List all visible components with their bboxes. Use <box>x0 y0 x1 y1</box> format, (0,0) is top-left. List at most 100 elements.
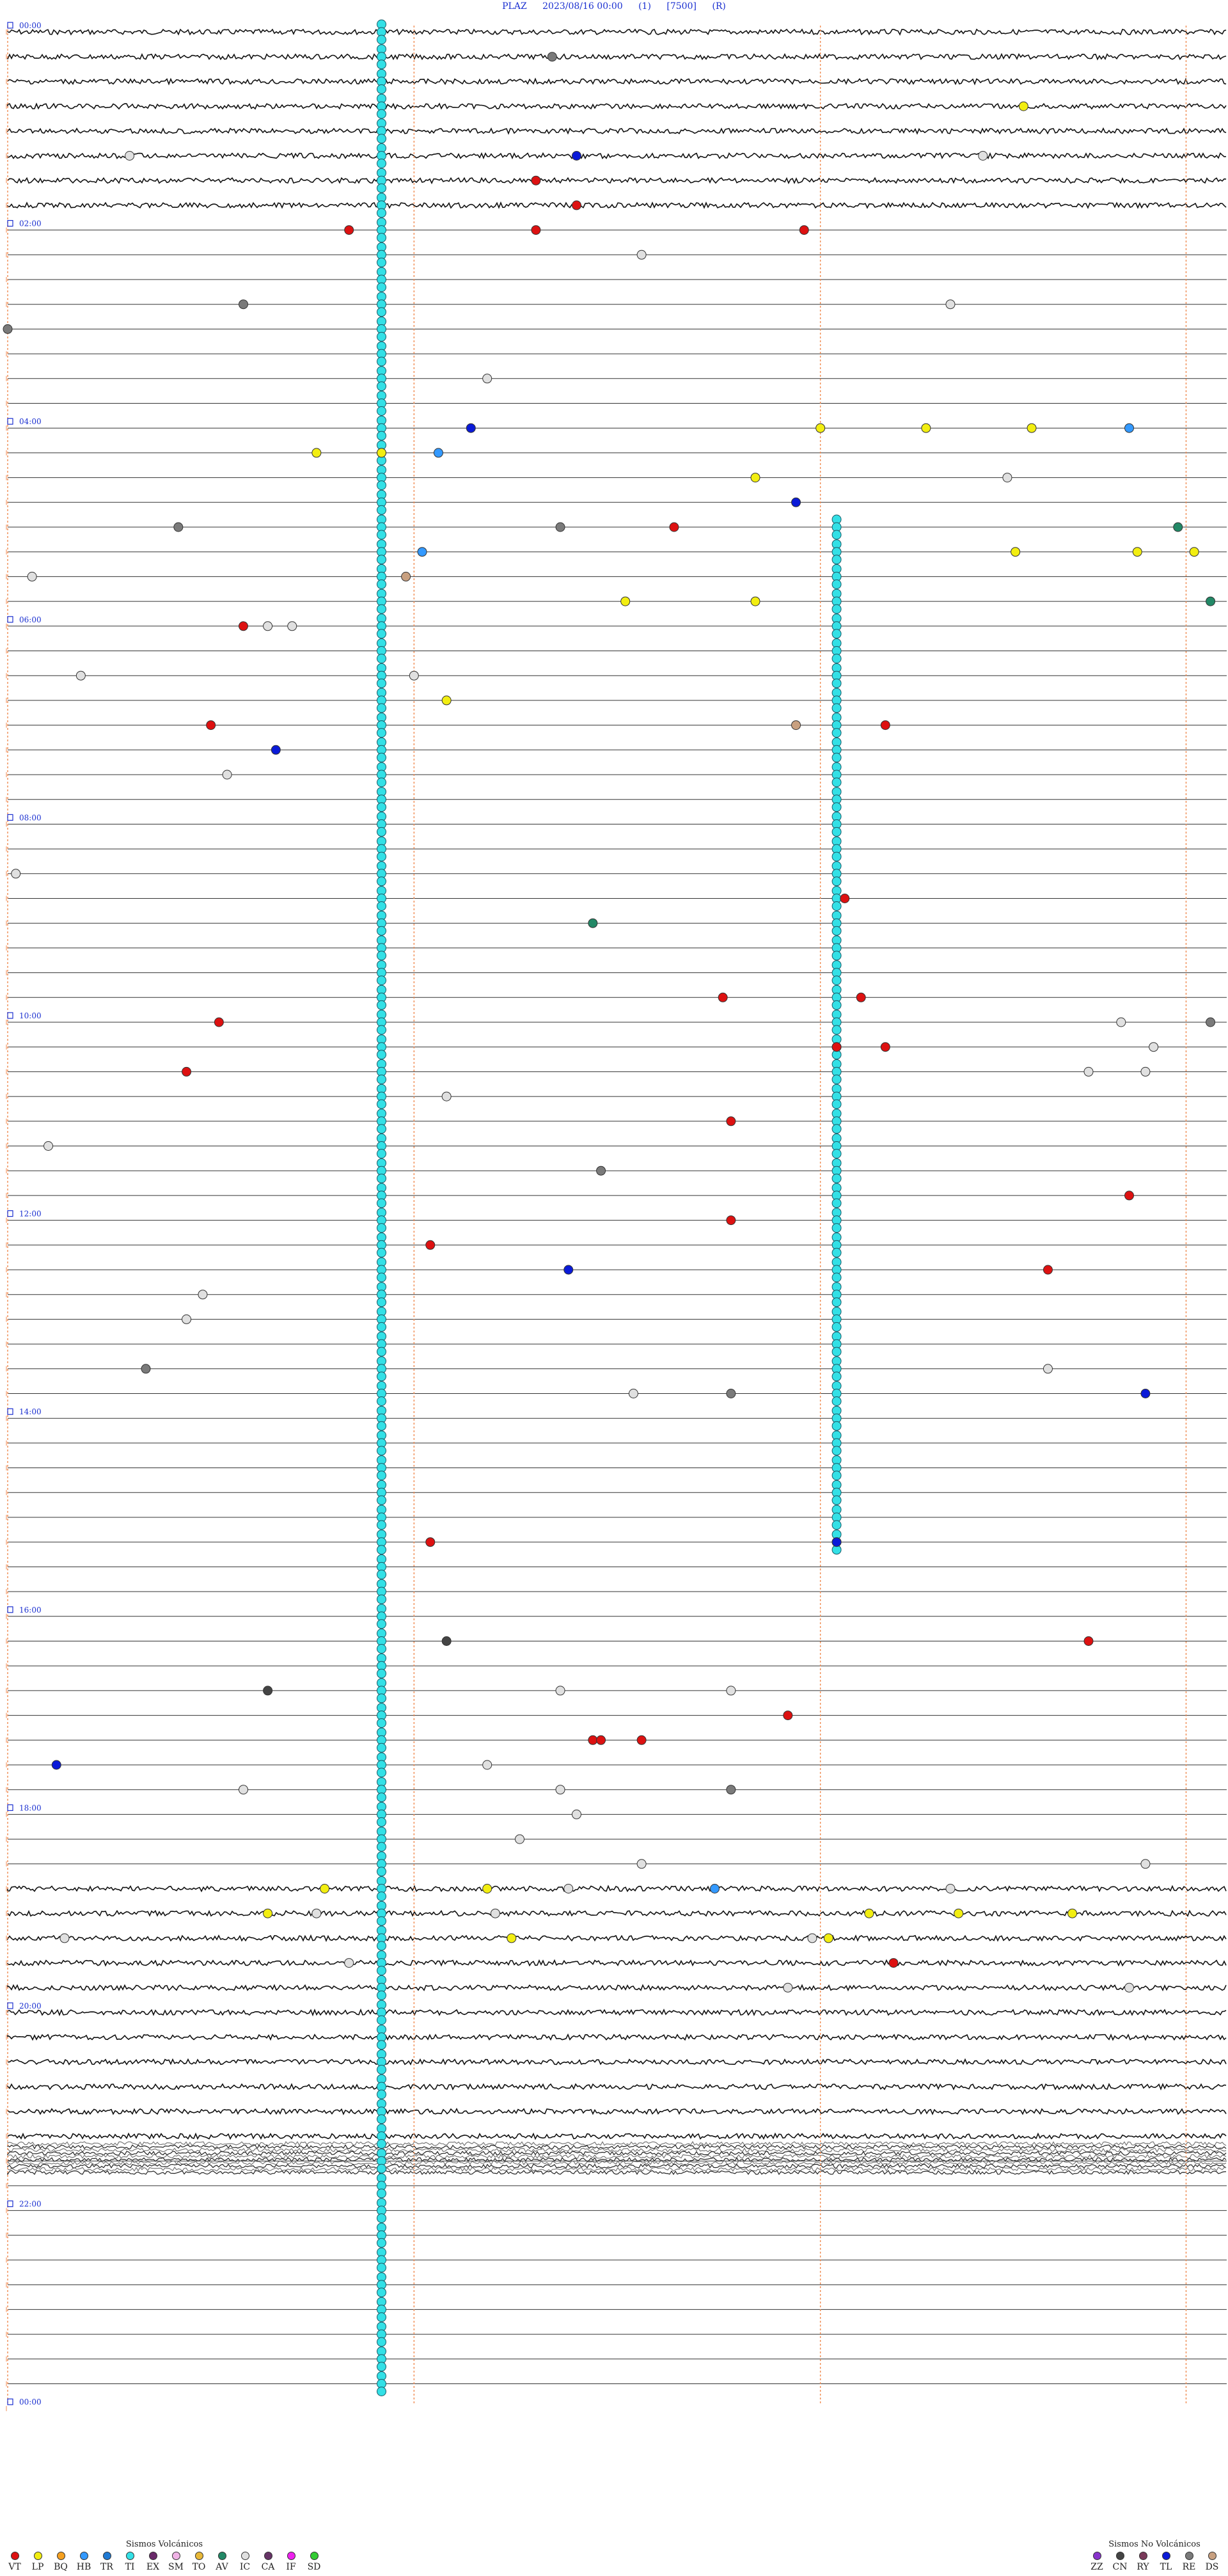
legend-label: VT <box>8 2562 21 2572</box>
event-marker-vt <box>1124 1190 1135 1201</box>
tremor-marker <box>377 901 387 911</box>
event-marker-av <box>1206 596 1216 606</box>
tremor-marker <box>377 2337 387 2347</box>
tremor-marker <box>377 1446 387 1456</box>
tremor-marker <box>831 1272 842 1283</box>
tremor-marker <box>831 976 842 986</box>
tremor-marker <box>831 530 842 540</box>
legend-dot <box>310 2552 319 2560</box>
trace-line <box>7 2140 1227 2147</box>
station-label: PLAZ <box>502 1 527 12</box>
tremor-marker <box>377 728 387 738</box>
event-marker-cn <box>441 1636 452 1646</box>
tremor-marker <box>377 2312 387 2322</box>
legend-item-if: IF <box>281 2552 301 2572</box>
tremor-marker <box>377 2015 387 2025</box>
event-marker-vt <box>669 522 679 532</box>
event-marker-lp <box>1027 423 1037 433</box>
event-marker-vt <box>425 1537 436 1547</box>
event-marker-lp <box>311 448 322 458</box>
tremor-marker <box>377 257 387 267</box>
tremor-marker <box>377 2089 387 2099</box>
tremor-marker <box>831 1000 842 1010</box>
event-marker-ic <box>1140 1859 1151 1869</box>
tremor-marker <box>831 1124 842 1134</box>
legend-dot <box>10 2552 19 2560</box>
trace-line <box>7 2132 1227 2140</box>
tremor-marker <box>377 1817 387 1827</box>
tremor-marker <box>377 2188 387 2199</box>
legend-label: HB <box>76 2562 91 2572</box>
tremor-marker <box>377 1892 387 1901</box>
hour-label: 20:00 <box>19 2002 42 2011</box>
event-marker-lp <box>320 1884 330 1893</box>
legend-volcanic: Sismos Volcánicos VT LP BQ HB TR TI EX SM TO AV IC… <box>5 2540 324 2572</box>
event-marker-ic <box>636 249 647 260</box>
trace-line <box>7 2150 1227 2156</box>
tremor-marker <box>831 1396 842 1406</box>
tremor-marker <box>377 1198 387 1208</box>
event-marker-vt <box>880 720 890 731</box>
legend-label: DS <box>1205 2562 1219 2572</box>
event-marker-lp <box>482 1884 492 1893</box>
tremor-marker <box>377 1297 387 1308</box>
hour-label: 14:00 <box>19 1407 42 1416</box>
plot-header: PLAZ 2023/08/16 00:00 (1) [7500] (R) <box>0 1 1228 14</box>
tremor-marker <box>377 356 387 367</box>
event-marker-ic <box>807 1933 817 1943</box>
tremor-marker <box>377 1545 387 1555</box>
legend-label: IC <box>239 2562 251 2572</box>
event-marker-vt <box>888 1958 899 1968</box>
tremor-marker <box>377 2288 387 2298</box>
event-marker-lp <box>1067 1908 1078 1918</box>
legend-item-bq: BQ <box>51 2552 70 2572</box>
tremor-marker <box>377 1916 387 1926</box>
legend-item-sm: SM <box>166 2552 185 2572</box>
tremor-marker <box>831 703 842 713</box>
tremor-marker <box>377 282 387 292</box>
tremor-marker <box>831 1025 842 1035</box>
tremor-marker <box>831 555 842 565</box>
event-marker-ic <box>11 869 21 879</box>
trace-line <box>7 2157 1227 2163</box>
tremor-marker <box>377 1520 387 1530</box>
legend-dot <box>148 2552 157 2560</box>
trace-line <box>7 2144 1227 2150</box>
tremor-marker <box>831 678 842 688</box>
legend-dot <box>1138 2552 1147 2560</box>
hour-marker <box>7 814 13 821</box>
tremor-marker <box>831 1322 842 1332</box>
event-marker-vt <box>571 200 581 210</box>
event-marker-ic <box>311 1908 322 1918</box>
legend-dot <box>1208 2552 1216 2560</box>
legend-item-ds: DS <box>1202 2552 1222 2572</box>
event-marker-ic <box>263 621 273 631</box>
tremor-marker <box>377 1471 387 1481</box>
tremor-marker <box>831 1495 842 1505</box>
event-marker-ic <box>783 1982 793 1993</box>
event-marker-vt <box>1083 1636 1094 1646</box>
event-marker-ic <box>43 1141 54 1151</box>
event-marker-lp <box>921 423 931 433</box>
event-marker-ic <box>1140 1066 1151 1077</box>
tremor-marker <box>377 1495 387 1505</box>
legend-item-zz: ZZ <box>1087 2552 1106 2572</box>
tremor-marker <box>377 1074 387 1084</box>
event-marker-ic <box>344 1958 354 1968</box>
tremor-marker <box>831 1247 842 1258</box>
event-marker-vt <box>214 1017 224 1027</box>
event-marker-ic <box>482 374 492 384</box>
trace-line <box>7 2169 1227 2176</box>
legend-non-volcanic: Sismos No Volcánicos ZZ CN RY TL RE DS <box>1087 2540 1222 2572</box>
event-marker-ic <box>555 1785 565 1795</box>
event-marker-vt <box>856 992 866 1002</box>
event-marker-ic <box>1149 1042 1159 1052</box>
tremor-marker <box>377 752 387 763</box>
event-marker-vt <box>726 1215 736 1226</box>
event-marker-ic <box>287 621 297 631</box>
legend-dot <box>125 2552 134 2560</box>
event-marker-cn <box>263 1686 273 1696</box>
tremor-marker <box>831 1198 842 1208</box>
legend-item-av: AV <box>212 2552 232 2572</box>
tremor-marker <box>377 1124 387 1134</box>
